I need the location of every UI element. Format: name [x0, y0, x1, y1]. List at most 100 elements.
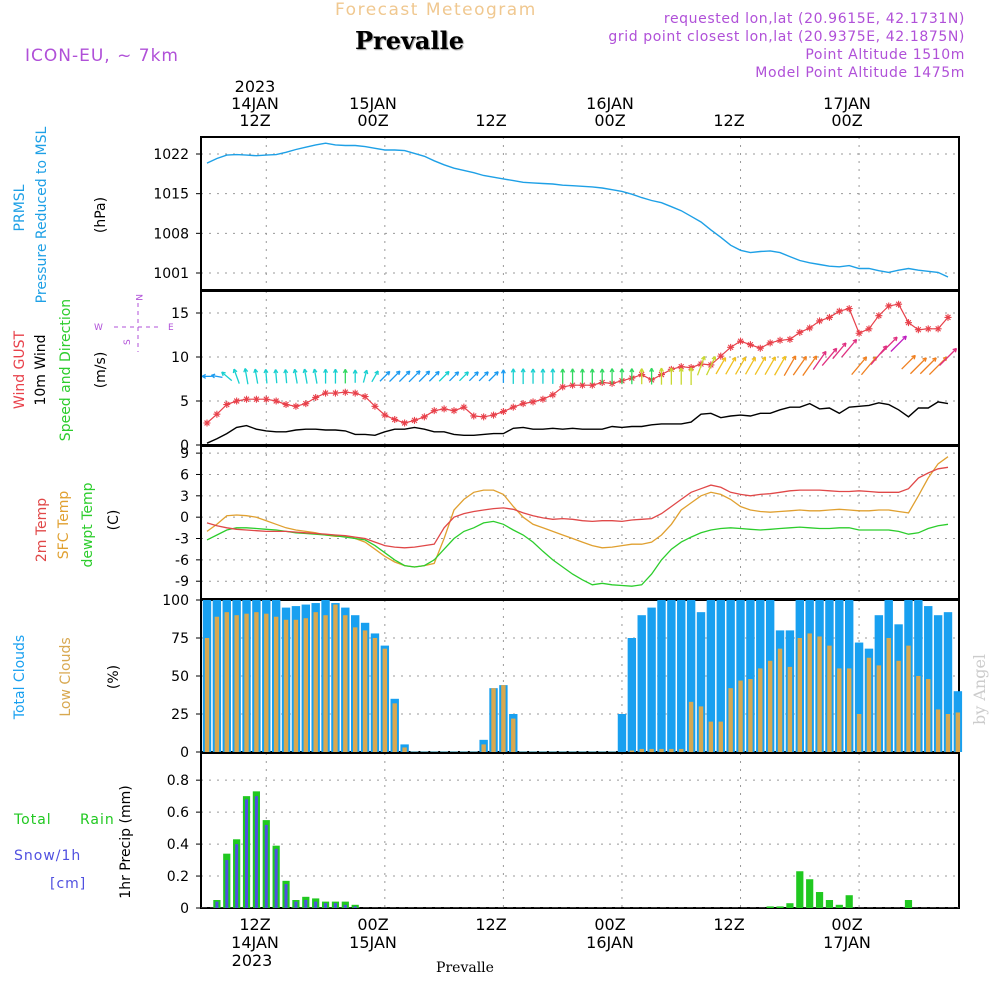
y-tick-label: 0.4	[167, 837, 189, 853]
low-cloud-bar	[362, 630, 368, 752]
y-tick-label: 50	[171, 669, 189, 685]
wind-arrow	[418, 370, 431, 383]
compass-w: W	[94, 323, 103, 333]
wind-arrow	[303, 368, 308, 384]
footer-station: Prevalle	[436, 960, 494, 976]
wind-arrow-head	[721, 357, 727, 362]
rain-bar	[904, 900, 913, 908]
low-cloud-bar	[777, 648, 783, 752]
wind-arrow	[265, 369, 268, 384]
gust-marker	[944, 313, 952, 321]
sfc-temp-line	[206, 456, 949, 568]
wind-arrow-head	[484, 371, 489, 376]
y-tick-label: 1015	[153, 187, 189, 203]
low-cloud-bar	[935, 709, 941, 752]
wind-arrow-head	[902, 335, 907, 341]
total-cloud-bar	[726, 600, 735, 752]
wind-arrow-head	[352, 369, 358, 374]
gust-marker	[569, 381, 577, 389]
wind-arrow-head	[253, 368, 259, 374]
wind-arrow-head	[862, 356, 868, 362]
low-cloud-bar	[916, 676, 921, 752]
total-cloud-bar	[617, 714, 627, 752]
temp-labels: 2m Temp SFC Temp dewpt Temp (C)	[34, 482, 122, 567]
gust-marker	[480, 413, 488, 421]
compass-s: S	[123, 339, 133, 345]
low-cloud-bar	[372, 638, 378, 752]
wind-arrow	[379, 371, 391, 382]
bottom-time-label: 17JAN	[823, 933, 871, 952]
top-time-axis: 2023 14JAN 12Z 15JAN 00Z 12Z 16JAN 00Z 1…	[231, 77, 871, 130]
low-cloud-bar	[214, 616, 220, 752]
wind-arrow	[715, 357, 727, 375]
gust-marker	[470, 412, 478, 420]
bottom-time-label: 14JAN	[231, 933, 279, 952]
total-cloud-bar	[706, 600, 716, 752]
wind-arrow-head	[342, 368, 348, 374]
precip-label-rain: Rain	[80, 812, 115, 828]
gust-marker	[272, 397, 280, 405]
wind-arrow	[774, 356, 787, 376]
bottom-time-label: 12Z	[239, 915, 270, 934]
wind-speed-line	[206, 401, 949, 444]
y-tick-label: 0	[180, 901, 189, 917]
wind-arrow-head	[751, 356, 756, 362]
bottom-time-axis: 12Z 14JAN 2023 00Z 15JAN 12Z 00Z 16JAN 1…	[231, 915, 871, 970]
bottom-time-label: 12Z	[713, 915, 744, 934]
wind-arrow-head	[510, 368, 516, 373]
gust-marker	[835, 307, 843, 315]
wind-arrow	[792, 356, 807, 376]
low-cloud-bar	[698, 706, 704, 752]
wind-arrow-head	[395, 370, 401, 376]
temp-label-2m: 2m Temp	[34, 498, 50, 562]
wind-arrow-head	[741, 356, 747, 362]
precip-label-unit: 1hr Precip (mm)	[118, 785, 134, 898]
pressure-label-prmsl: PRMSL	[12, 184, 28, 231]
low-cloud-bar	[866, 657, 872, 752]
cloud-label-total: Total Clouds	[12, 635, 28, 720]
precip-label-cm: [cm]	[50, 876, 86, 892]
top-time-label: 12Z	[713, 111, 744, 130]
low-cloud-bar	[817, 636, 822, 752]
wind-arrow	[488, 371, 499, 382]
wind-arrow-head	[619, 368, 625, 373]
compass-n: N	[133, 294, 143, 301]
low-cloud-bar	[926, 679, 931, 752]
wind-arrow-head	[579, 368, 585, 373]
gust-marker	[302, 400, 310, 408]
cloud-label-low: Low Clouds	[58, 637, 74, 716]
wind-arrow-head	[540, 368, 546, 373]
forecast-title: Forecast Meteogram	[335, 0, 537, 20]
gust-marker	[549, 391, 557, 399]
snow-bar	[274, 848, 278, 908]
gust-marker	[865, 325, 873, 333]
wind-label-gust: Wind GUST	[12, 330, 28, 409]
low-cloud-bar	[639, 748, 644, 752]
total-cloud-bar	[716, 600, 725, 752]
gust-marker	[786, 335, 794, 343]
low-cloud-bar	[264, 613, 269, 752]
wind-arrow-head	[474, 371, 479, 376]
wind-arrow	[890, 335, 907, 352]
bottom-time-label: 15JAN	[349, 933, 397, 952]
gust-marker	[746, 341, 754, 349]
y-tick-label: 0	[180, 745, 189, 761]
wind-arrow	[783, 355, 797, 376]
gust-marker	[381, 411, 389, 419]
dewpoint-line	[206, 520, 949, 587]
wind-arrow-head	[500, 369, 506, 374]
y-tick-label: 0	[180, 510, 189, 526]
low-cloud-bar	[659, 748, 664, 752]
low-cloud-bar	[303, 618, 308, 752]
snow-bar	[343, 904, 347, 908]
wind-arrow-head	[454, 371, 460, 376]
gust-marker	[371, 402, 379, 410]
wind-arrow-head	[323, 368, 329, 373]
gust-marker	[578, 381, 586, 389]
rain-bar	[815, 892, 824, 908]
total-cloud-bar	[746, 600, 755, 752]
pressure-label-unit: (hPa)	[93, 197, 109, 233]
wind-arrow-head	[688, 367, 694, 372]
low-cloud-bar	[629, 750, 635, 752]
low-cloud-bar	[758, 668, 763, 752]
